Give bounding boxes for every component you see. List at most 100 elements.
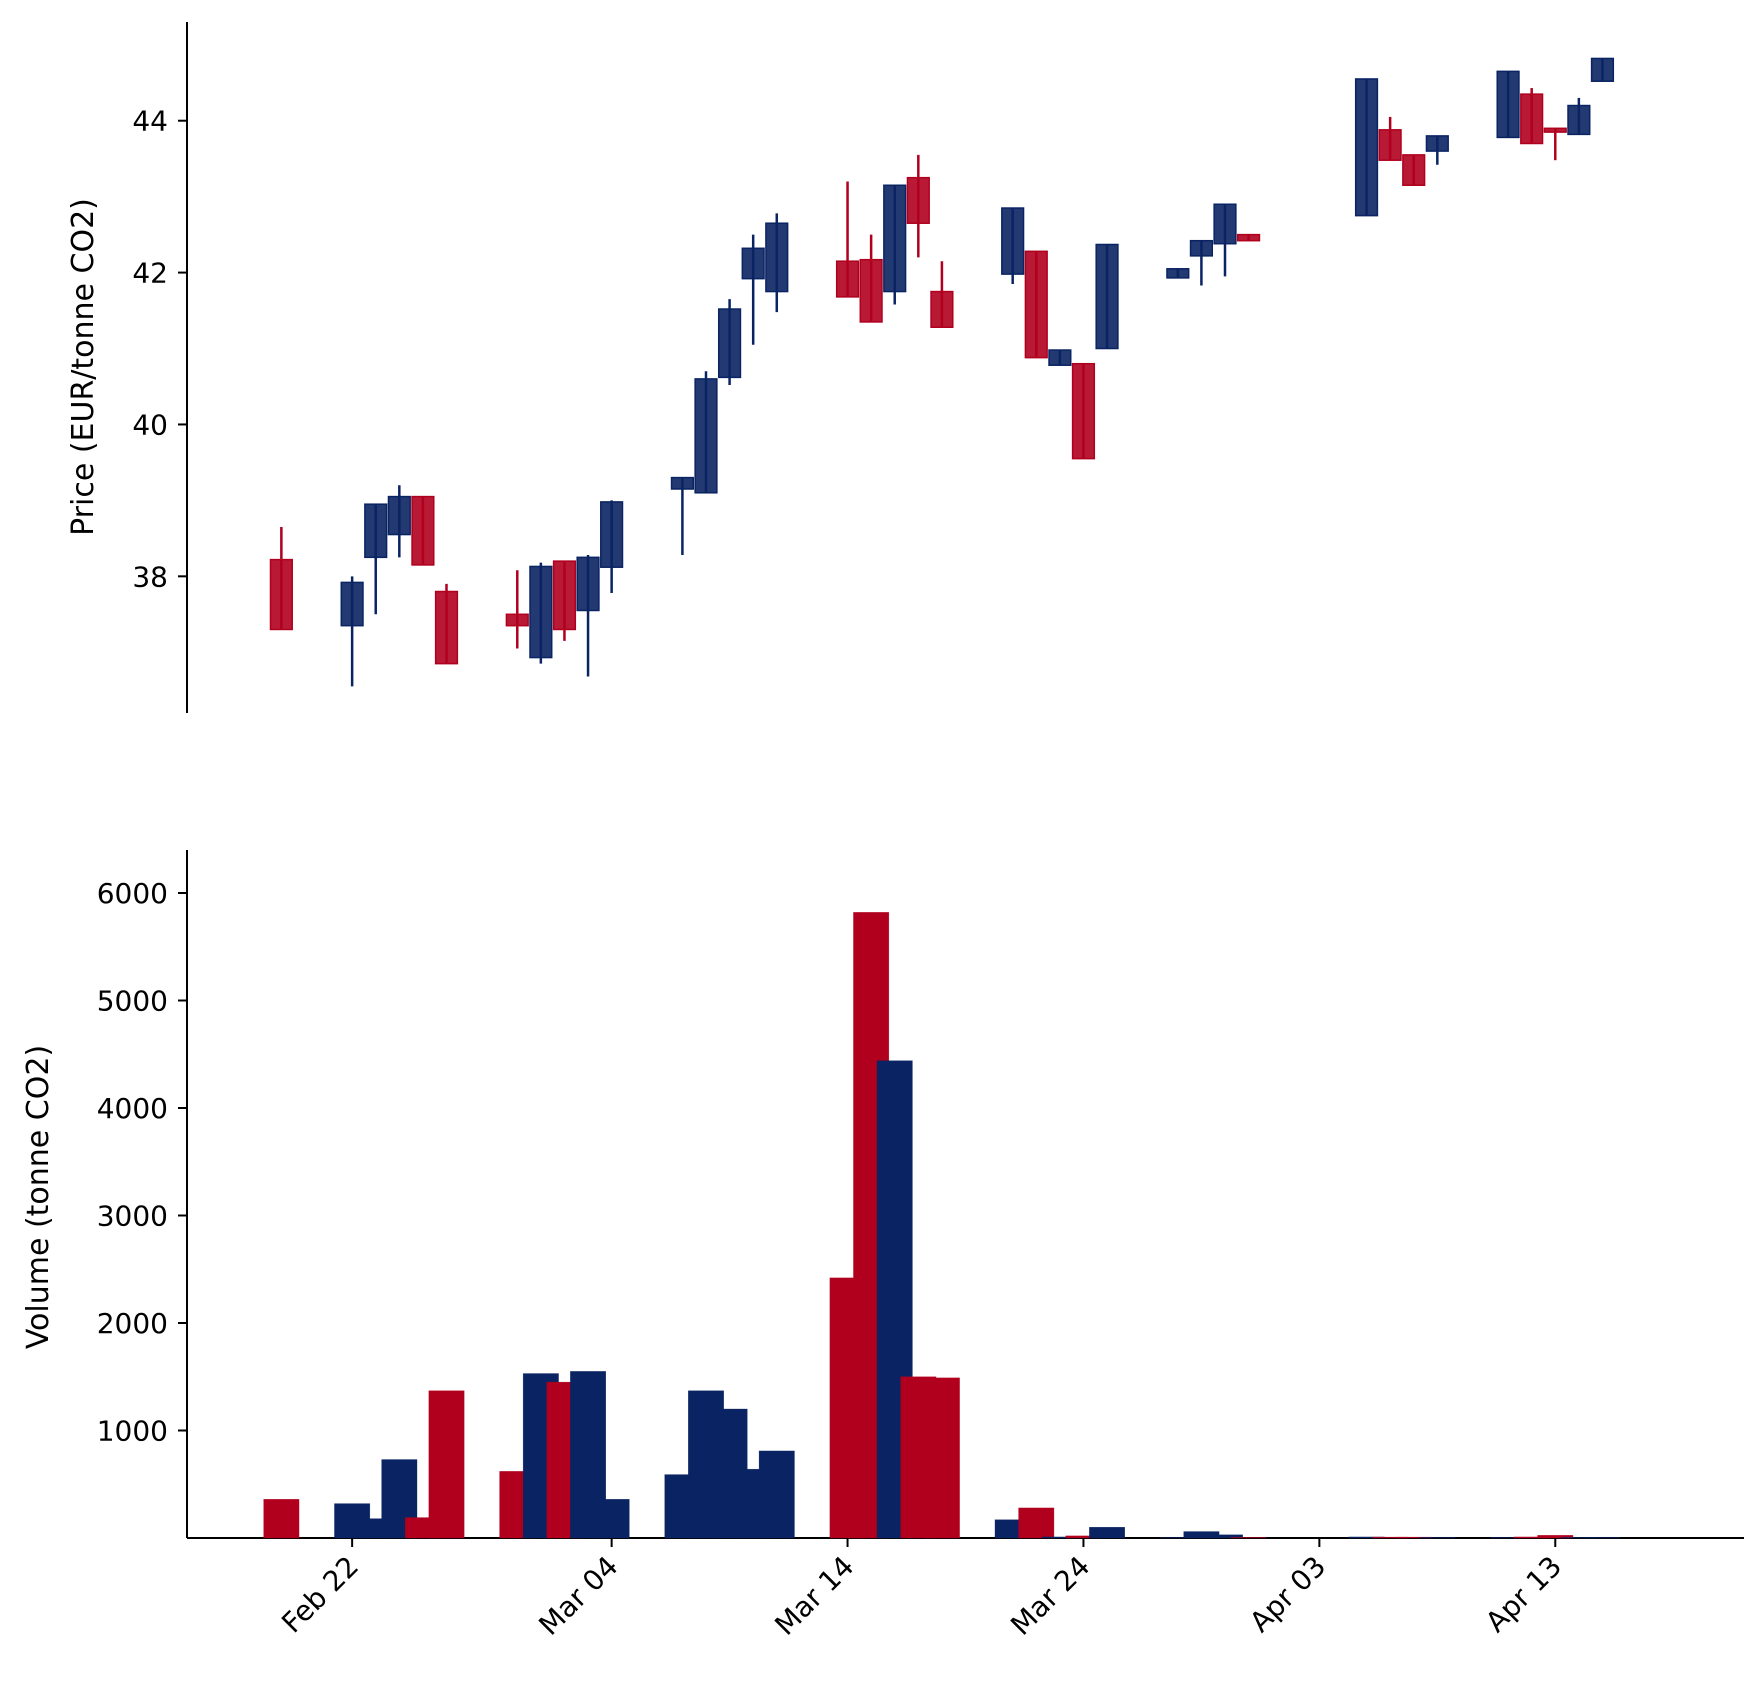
candle xyxy=(269,526,293,631)
candle xyxy=(1402,154,1426,187)
candle-body xyxy=(670,476,695,490)
candle-body xyxy=(930,290,954,329)
candle-body xyxy=(1001,207,1025,275)
candle xyxy=(505,570,529,649)
candle xyxy=(529,562,553,664)
candle xyxy=(1095,243,1119,350)
volume-y-tick-label: 1000 xyxy=(97,1415,168,1448)
x-tick-label: Mar 04 xyxy=(532,1550,624,1642)
candle xyxy=(883,184,907,305)
candle xyxy=(859,234,883,323)
candle-body xyxy=(1567,104,1591,136)
candle-body xyxy=(694,378,718,494)
candle-body xyxy=(1425,135,1449,152)
candlesticks xyxy=(269,57,1615,687)
x-tick-label: Apr 13 xyxy=(1479,1550,1568,1639)
volume-bar xyxy=(1419,1537,1456,1539)
volume-bar xyxy=(1089,1527,1125,1539)
volume-y-ticks: 1000 2000 3000 4000 5000 6000 xyxy=(97,877,187,1448)
candle-body xyxy=(1166,268,1190,279)
candle xyxy=(1496,70,1520,139)
candle-body xyxy=(717,308,742,379)
candle-body xyxy=(765,222,789,293)
x-tick-label: Apr 03 xyxy=(1243,1550,1332,1639)
volume-bar xyxy=(593,1499,630,1539)
candle-body xyxy=(434,590,459,665)
candle xyxy=(1425,135,1449,165)
volume-bar xyxy=(428,1390,465,1539)
candle xyxy=(387,485,411,558)
candle-body xyxy=(906,176,930,224)
candle-body xyxy=(835,260,860,298)
candle-body xyxy=(1543,127,1567,133)
candle-body xyxy=(600,501,624,568)
candle-body xyxy=(859,258,883,323)
candle xyxy=(1378,116,1402,161)
volume-y-tick-label: 3000 xyxy=(97,1200,168,1233)
price-y-tick-label: 44 xyxy=(132,105,168,138)
volume-panel: 1000 2000 3000 4000 5000 6000 Volume (tonne C… xyxy=(21,850,1744,1642)
candle xyxy=(1543,127,1567,161)
candle-body xyxy=(1520,93,1544,145)
candle-body xyxy=(552,560,577,631)
candle xyxy=(576,555,600,677)
candle xyxy=(1048,349,1072,366)
volume-y-tick-label: 6000 xyxy=(97,877,168,910)
candle xyxy=(765,213,789,313)
price-y-axis-label: Price (EUR/tonne CO2) xyxy=(66,198,101,536)
candle-body xyxy=(1354,78,1379,217)
price-y-tick-label: 42 xyxy=(132,257,168,290)
candle xyxy=(741,234,765,345)
candle-body xyxy=(364,503,388,559)
candle xyxy=(552,560,577,641)
candle-body xyxy=(387,495,411,536)
candle-body xyxy=(505,613,529,627)
volume-y-axis-label: Volume (tonne CO2) xyxy=(21,1045,56,1349)
candle-body xyxy=(1071,362,1096,460)
volume-y-tick-label: 4000 xyxy=(97,1092,168,1125)
x-tick-label: Mar 14 xyxy=(768,1550,860,1642)
candle-body xyxy=(1590,57,1615,82)
volume-bar xyxy=(1018,1507,1055,1539)
candle xyxy=(1567,97,1591,136)
candle-body xyxy=(1213,203,1237,245)
candle xyxy=(835,181,860,298)
candle-body xyxy=(1236,233,1261,242)
candle xyxy=(1071,362,1096,460)
candle xyxy=(717,299,742,385)
candle-body xyxy=(576,556,600,612)
candle-body xyxy=(1496,70,1520,139)
candle-body xyxy=(529,565,553,659)
candle xyxy=(694,371,718,494)
candle xyxy=(600,500,624,594)
volume-bar xyxy=(758,1450,795,1539)
volume-y-tick-label: 2000 xyxy=(97,1307,168,1340)
price-y-tick-label: 38 xyxy=(132,560,168,593)
candle xyxy=(1236,233,1261,242)
candle-body xyxy=(883,184,907,293)
date-x-ticks: Feb 22 Mar 04 Mar 14 Mar 24 Apr 03 Apr 13 xyxy=(275,1538,1568,1642)
candle xyxy=(930,261,954,329)
candle-body xyxy=(1378,129,1402,161)
candle-body xyxy=(1402,154,1426,187)
candle xyxy=(1520,88,1544,145)
candle xyxy=(364,503,388,615)
candle-body xyxy=(1024,250,1048,359)
candle-body xyxy=(741,247,765,280)
candle xyxy=(906,154,930,258)
candle-body xyxy=(411,495,435,566)
candle-body xyxy=(1189,239,1214,257)
candle-body xyxy=(340,581,364,627)
volume-bar xyxy=(1207,1534,1243,1539)
candle xyxy=(434,583,459,665)
volume-bar xyxy=(263,1499,300,1539)
candle xyxy=(340,576,364,687)
volume-bar xyxy=(923,1377,960,1539)
volume-y-tick-label: 5000 xyxy=(97,985,168,1018)
candle xyxy=(1213,203,1237,277)
candle xyxy=(411,495,435,566)
price-y-ticks: 38 40 42 44 xyxy=(132,105,187,593)
candle xyxy=(1189,239,1214,286)
candle xyxy=(1590,57,1615,82)
price-y-tick-label: 40 xyxy=(132,408,168,441)
